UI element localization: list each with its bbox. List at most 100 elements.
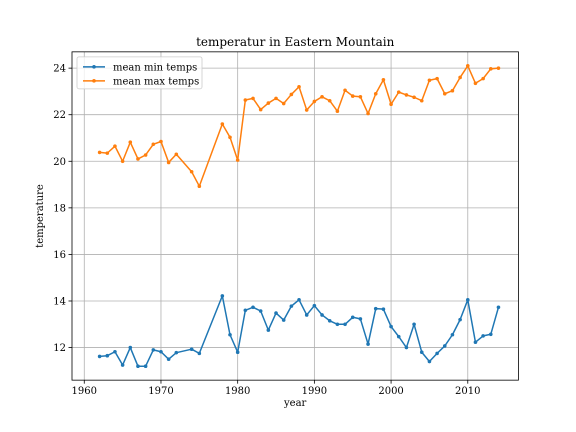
data-point: [281, 101, 286, 106]
series-mean-max-temps: [97, 64, 501, 188]
data-point: [251, 305, 255, 310]
x-tick-label: 1960: [72, 386, 97, 397]
data-point: [220, 122, 225, 126]
data-point: [120, 363, 125, 367]
data-point: [289, 304, 294, 308]
data-point: [151, 348, 156, 352]
data-point: [488, 67, 493, 71]
data-point: [412, 95, 416, 100]
data-point: [327, 98, 332, 103]
data-point: [228, 332, 232, 337]
data-point: [358, 94, 363, 99]
series-layer: [97, 64, 501, 368]
data-point: [496, 305, 501, 310]
data-point: [136, 364, 140, 368]
data-point: [266, 328, 271, 332]
data-point: [465, 64, 470, 68]
x-tick-label: 1990: [302, 386, 327, 397]
data-point: [358, 317, 363, 321]
data-point: [381, 307, 386, 311]
grid: [72, 51, 519, 381]
chart-title: temperatur in Eastern Mountain: [196, 35, 395, 49]
data-point: [136, 157, 140, 161]
y-tick-label: 14: [53, 296, 66, 307]
data-point: [258, 107, 263, 112]
data-point: [235, 158, 240, 162]
data-point: [481, 76, 485, 81]
data-point: [235, 350, 240, 355]
data-point: [159, 139, 163, 144]
data-point: [312, 99, 317, 104]
data-point: [320, 94, 324, 99]
data-point: [258, 309, 263, 313]
data-point: [97, 150, 102, 155]
y-tick-label: 22: [53, 110, 66, 121]
x-axis-label: year: [283, 398, 307, 409]
data-point: [243, 98, 248, 102]
data-point: [427, 78, 432, 83]
data-point: [442, 91, 447, 96]
data-point: [304, 108, 309, 112]
data-point: [113, 144, 117, 148]
data-point: [396, 334, 401, 339]
data-point: [197, 351, 202, 356]
y-tick-label: 24: [53, 64, 66, 75]
data-point: [435, 76, 439, 81]
data-point: [251, 96, 255, 101]
data-point: [350, 315, 355, 320]
data-point: [366, 111, 370, 116]
legend-label: mean min temps: [113, 62, 197, 73]
data-point: [297, 298, 301, 302]
legend-swatch-marker: [92, 79, 96, 83]
legend-label: mean max temps: [113, 76, 199, 87]
ticks: 1960 1970 1980 1990 2000 2010 12 14 16 18 20 22 24: [53, 64, 480, 398]
data-point: [419, 98, 424, 103]
data-point: [465, 298, 470, 302]
data-point: [450, 88, 455, 93]
data-point: [458, 317, 462, 322]
data-point: [312, 303, 317, 308]
legend: mean min temps mean max temps: [76, 56, 203, 90]
data-point: [105, 353, 110, 358]
data-point: [228, 135, 232, 140]
data-point: [481, 334, 485, 338]
x-tick-label: 2010: [455, 386, 480, 397]
data-point: [458, 75, 462, 80]
data-point: [389, 324, 393, 329]
data-point: [488, 332, 493, 337]
data-point: [220, 294, 225, 298]
data-point: [404, 345, 409, 350]
data-point: [335, 109, 340, 114]
data-point: [442, 344, 447, 348]
x-tick-label: 1970: [148, 386, 173, 397]
y-tick-label: 16: [53, 250, 66, 261]
data-point: [381, 77, 386, 82]
data-point: [166, 357, 171, 362]
data-point: [297, 84, 301, 89]
data-point: [281, 318, 286, 322]
data-point: [120, 159, 125, 164]
data-point: [189, 169, 194, 174]
data-point: [373, 306, 378, 311]
data-point: [105, 151, 110, 155]
data-point: [419, 350, 424, 355]
y-tick-label: 20: [53, 157, 66, 168]
data-point: [473, 81, 478, 86]
data-point: [274, 311, 278, 315]
data-point: [366, 342, 370, 346]
data-point: [320, 313, 324, 317]
data-point: [350, 94, 355, 98]
data-point: [197, 184, 202, 188]
data-point: [343, 88, 347, 93]
data-point: [128, 345, 133, 350]
data-point: [266, 101, 271, 105]
data-point: [174, 350, 179, 355]
x-tick-label: 2000: [378, 386, 403, 397]
data-point: [113, 349, 117, 354]
data-point: [189, 347, 194, 351]
y-tick-label: 12: [53, 343, 66, 354]
data-point: [304, 313, 309, 317]
data-point: [404, 93, 409, 97]
data-point: [412, 322, 416, 327]
